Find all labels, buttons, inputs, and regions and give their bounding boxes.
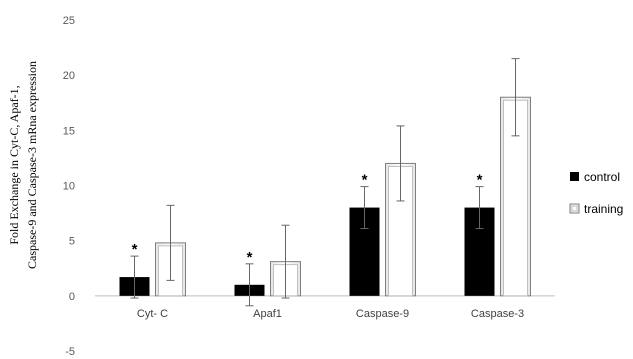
significance-marker: * [362,172,368,189]
x-category-label: Apaf1 [253,308,282,320]
legend-swatch-training-inner [571,205,578,212]
bar-series: * * * * [119,58,531,307]
significance-marker: * [132,241,138,258]
y-axis-title: Fold Exchange in Cyt-C, Apaf-1, Caspase-… [7,61,39,269]
y-tick-label: 10 [63,181,75,193]
x-category-label: Caspase-3 [471,308,524,320]
legend-label: control [584,170,620,184]
legend: control training [569,170,623,216]
legend-label: training [584,202,623,216]
significance-marker: * [247,249,253,266]
y-tick-label: -5 [65,346,75,358]
y-axis-ticks: -5 0 5 10 15 20 25 [63,15,75,358]
y-tick-label: 5 [69,236,75,248]
y-axis-title-line-2: Caspase-9 and Caspase-3 mRna expression [25,61,39,269]
x-category-label: Caspase-9 [356,308,409,320]
y-axis-title-line-1: Fold Exchange in Cyt-C, Apaf-1, [7,85,21,244]
significance-marker: * [477,172,483,189]
x-axis-labels: Cyt- C Apaf1 Caspase-9 Caspase-3 [137,308,524,320]
y-tick-label: 15 [63,125,75,137]
y-tick-label: 0 [69,291,75,303]
x-category-label: Cyt- C [137,308,168,320]
y-tick-label: 20 [63,70,75,82]
legend-swatch-control [570,172,579,181]
y-tick-label: 25 [63,15,75,27]
